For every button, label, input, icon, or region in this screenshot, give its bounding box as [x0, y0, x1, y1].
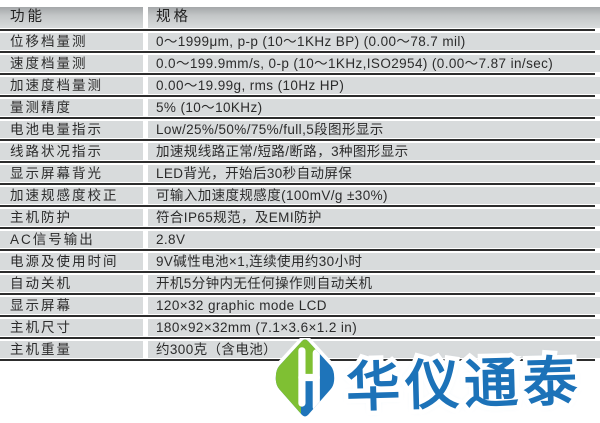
table-row: 速度档量测 0.0～199.9mm/s, 0-p (10～1KHz,ISO295… — [0, 55, 600, 72]
spec-row-value: LED背光，开始后30秒自动屏保 — [148, 165, 600, 182]
row-divider — [0, 72, 595, 77]
column-gap — [143, 209, 148, 226]
table-row: 显示屏幕背光 LED背光，开始后30秒自动屏保 — [0, 165, 600, 182]
row-divider — [0, 182, 595, 187]
column-gap — [143, 7, 148, 28]
spec-row-label: 显示屏幕背光 — [0, 165, 143, 182]
spec-row-label: 显示屏幕 — [0, 297, 143, 314]
spec-row-label: 自动关机 — [0, 275, 143, 292]
column-gap — [143, 121, 148, 138]
column-gap — [143, 275, 148, 292]
row-divider — [0, 138, 595, 143]
column-gap — [143, 33, 148, 50]
row-divider — [0, 226, 595, 231]
table-header-row: 功能 规格 — [0, 7, 600, 28]
table-row: 位移档量测 0～1999μm, p-p (10～1KHz BP) (0.00～7… — [0, 33, 600, 50]
spec-row-label: 主机尺寸 — [0, 319, 143, 336]
spec-row-label: 位移档量测 — [0, 33, 143, 50]
column-gap — [143, 55, 148, 72]
spec-row-label: 主机重量 — [0, 341, 143, 358]
spec-row-value: 5% (10～10KHz) — [148, 99, 600, 116]
spec-row-label: AC信号输出 — [0, 231, 143, 248]
row-divider — [0, 292, 595, 297]
spec-row-value: 0.0～199.9mm/s, 0-p (10～1KHz,ISO2954) (0.… — [148, 55, 600, 72]
spec-row-label: 线路状况指示 — [0, 143, 143, 160]
table-row: 线路状况指示 加速规线路正常/短路/断路，3种图形显示 — [0, 143, 600, 160]
spec-row-value: 约300克（含电池） — [148, 341, 600, 358]
column-gap — [143, 99, 148, 116]
spec-row-value: 加速规线路正常/短路/断路，3种图形显示 — [148, 143, 600, 160]
table-row: 电源及使用时间 9V碱性电池×1,连续使用约30小时 — [0, 253, 600, 270]
table-row: 量测精度 5% (10～10KHz) — [0, 99, 600, 116]
row-divider — [0, 116, 595, 121]
spec-row-label: 速度档量测 — [0, 55, 143, 72]
row-divider — [0, 248, 595, 253]
row-divider — [0, 50, 595, 55]
row-divider — [0, 270, 595, 275]
table-row: 主机防护 符合IP65规范，及EMI防护 — [0, 209, 600, 226]
column-gap — [143, 143, 148, 160]
column-gap — [143, 77, 148, 94]
row-divider — [0, 358, 595, 363]
column-gap — [143, 253, 148, 270]
spec-row-value: 9V碱性电池×1,连续使用约30小时 — [148, 253, 600, 270]
header-spec-label: 规格 — [148, 7, 600, 28]
spec-row-value: Low/25%/50%/75%/full,5段图形显示 — [148, 121, 600, 138]
spec-row-value: 0.00～19.99g, rms (10Hz HP) — [148, 77, 600, 94]
spec-row-value: 180×92×32mm (7.1×3.6×1.2 in) — [148, 319, 600, 336]
table-row: AC信号输出 2.8V — [0, 231, 600, 248]
spec-row-label: 主机防护 — [0, 209, 143, 226]
row-divider — [0, 28, 595, 33]
table-row: 显示屏幕 120×32 graphic mode LCD — [0, 297, 600, 314]
spec-row-value: 符合IP65规范，及EMI防护 — [148, 209, 600, 226]
row-divider — [0, 204, 595, 209]
spec-row-label: 量测精度 — [0, 99, 143, 116]
table-row: 主机尺寸 180×92×32mm (7.1×3.6×1.2 in) — [0, 319, 600, 336]
spec-table: 功能 规格 位移档量测 0～1999μm, p-p (10～1KHz BP) (… — [0, 7, 600, 363]
spec-row-value: 120×32 graphic mode LCD — [148, 297, 600, 314]
row-divider — [0, 160, 595, 165]
spec-row-value: 0～1999μm, p-p (10～1KHz BP) (0.00～78.7 mi… — [148, 33, 600, 50]
column-gap — [143, 231, 148, 248]
column-gap — [143, 297, 148, 314]
column-gap — [143, 341, 148, 358]
spec-row-label: 加速规感度校正 — [0, 187, 143, 204]
row-divider — [0, 94, 595, 99]
table-row: 加速规感度校正 可输入加速度规感度(100mV/g ±30%) — [0, 187, 600, 204]
table-row: 加速度档量测 0.00～19.99g, rms (10Hz HP) — [0, 77, 600, 94]
spec-row-label: 电池电量指示 — [0, 121, 143, 138]
column-gap — [143, 319, 148, 336]
column-gap — [143, 165, 148, 182]
spec-row-value: 可输入加速度规感度(100mV/g ±30%) — [148, 187, 600, 204]
spec-row-label: 电源及使用时间 — [0, 253, 143, 270]
spec-row-value: 开机5分钟内无任何操作则自动关机 — [148, 275, 600, 292]
row-divider — [0, 314, 595, 319]
spec-row-value: 2.8V — [148, 231, 600, 248]
column-gap — [143, 187, 148, 204]
spec-row-label: 加速度档量测 — [0, 77, 143, 94]
header-function-label: 功能 — [0, 7, 143, 28]
table-row: 自动关机 开机5分钟内无任何操作则自动关机 — [0, 275, 600, 292]
table-row: 主机重量 约300克（含电池） — [0, 341, 600, 358]
table-row: 电池电量指示 Low/25%/50%/75%/full,5段图形显示 — [0, 121, 600, 138]
